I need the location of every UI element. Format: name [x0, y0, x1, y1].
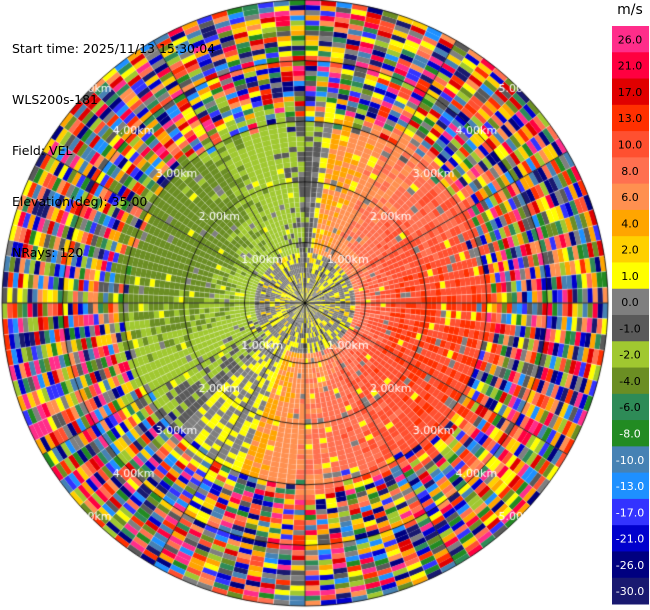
colorbar-swatch [612, 393, 649, 421]
instrument-label: WLS200s-181 [12, 92, 98, 107]
colorbar-swatch [612, 551, 649, 579]
colorbar-swatch [612, 367, 649, 395]
nrays-label: NRays: 120 [12, 245, 84, 260]
colorbar-tick-label: 17.0 [618, 86, 643, 99]
colorbar-tick-label: -8.0 [619, 428, 640, 441]
colorbar-swatch [612, 420, 649, 447]
colorbar-tick-label: -1.0 [619, 322, 640, 335]
colorbar-swatch [612, 157, 649, 185]
colorbar-tick-label: 6.0 [621, 191, 639, 204]
colorbar-swatch [612, 525, 649, 552]
colorbar-swatch [612, 52, 649, 80]
colorbar-tick-label: 1.0 [621, 270, 639, 283]
colorbar-tick-label: 8.0 [621, 165, 639, 178]
colorbar-tick-label: -10.0 [616, 454, 644, 467]
colorbar-tick-label: 10.0 [618, 139, 643, 152]
colorbar-swatch [612, 183, 649, 211]
colorbar-swatch [612, 26, 649, 53]
colorbar-tick-label: -6.0 [619, 401, 640, 414]
colorbar-tick-label: -13.0 [616, 480, 644, 493]
header-info: Start time: 2025/11/13 15:30:04 WLS200s-… [12, 6, 215, 278]
colorbar-swatch [612, 341, 649, 369]
field-label: Field: VEL [12, 143, 73, 158]
colorbar-tick-label: -17.0 [616, 506, 644, 519]
colorbar-swatch [612, 209, 649, 237]
colorbar-tick-label: 4.0 [621, 217, 639, 230]
colorbar-tick-label: 26.0 [618, 33, 643, 46]
colorbar-swatch [612, 446, 649, 474]
colorbar-tick-label: 0.0 [621, 296, 639, 309]
colorbar-swatch [612, 262, 649, 290]
colorbar-tick-label: -26.0 [616, 559, 644, 572]
colorbar-tick-label: 21.0 [618, 60, 643, 73]
start-time-label: Start time: 2025/11/13 15:30:04 [12, 41, 216, 56]
colorbar-swatch [612, 131, 649, 158]
colorbar-swatch [612, 314, 649, 342]
colorbar-swatch [612, 104, 649, 132]
colorbar-swatch [612, 78, 649, 106]
colorbar-tick-label: -30.0 [616, 585, 644, 598]
colorbar-tick-label: -21.0 [616, 533, 644, 546]
colorbar-tick-label: -2.0 [619, 349, 640, 362]
colorbar-unit-label: m/s [617, 2, 643, 18]
elevation-label: Elevation(deg): 35.00 [12, 194, 148, 209]
colorbar-swatch [612, 577, 649, 605]
colorbar-tick-label: -4.0 [619, 375, 640, 388]
colorbar-tick-label: 13.0 [618, 112, 643, 125]
colorbar-swatch [612, 498, 649, 526]
colorbar-swatch [612, 236, 649, 263]
colorbar-swatch [612, 472, 649, 500]
colorbar-swatch [612, 288, 649, 316]
colorbar-tick-label: 2.0 [621, 244, 639, 257]
